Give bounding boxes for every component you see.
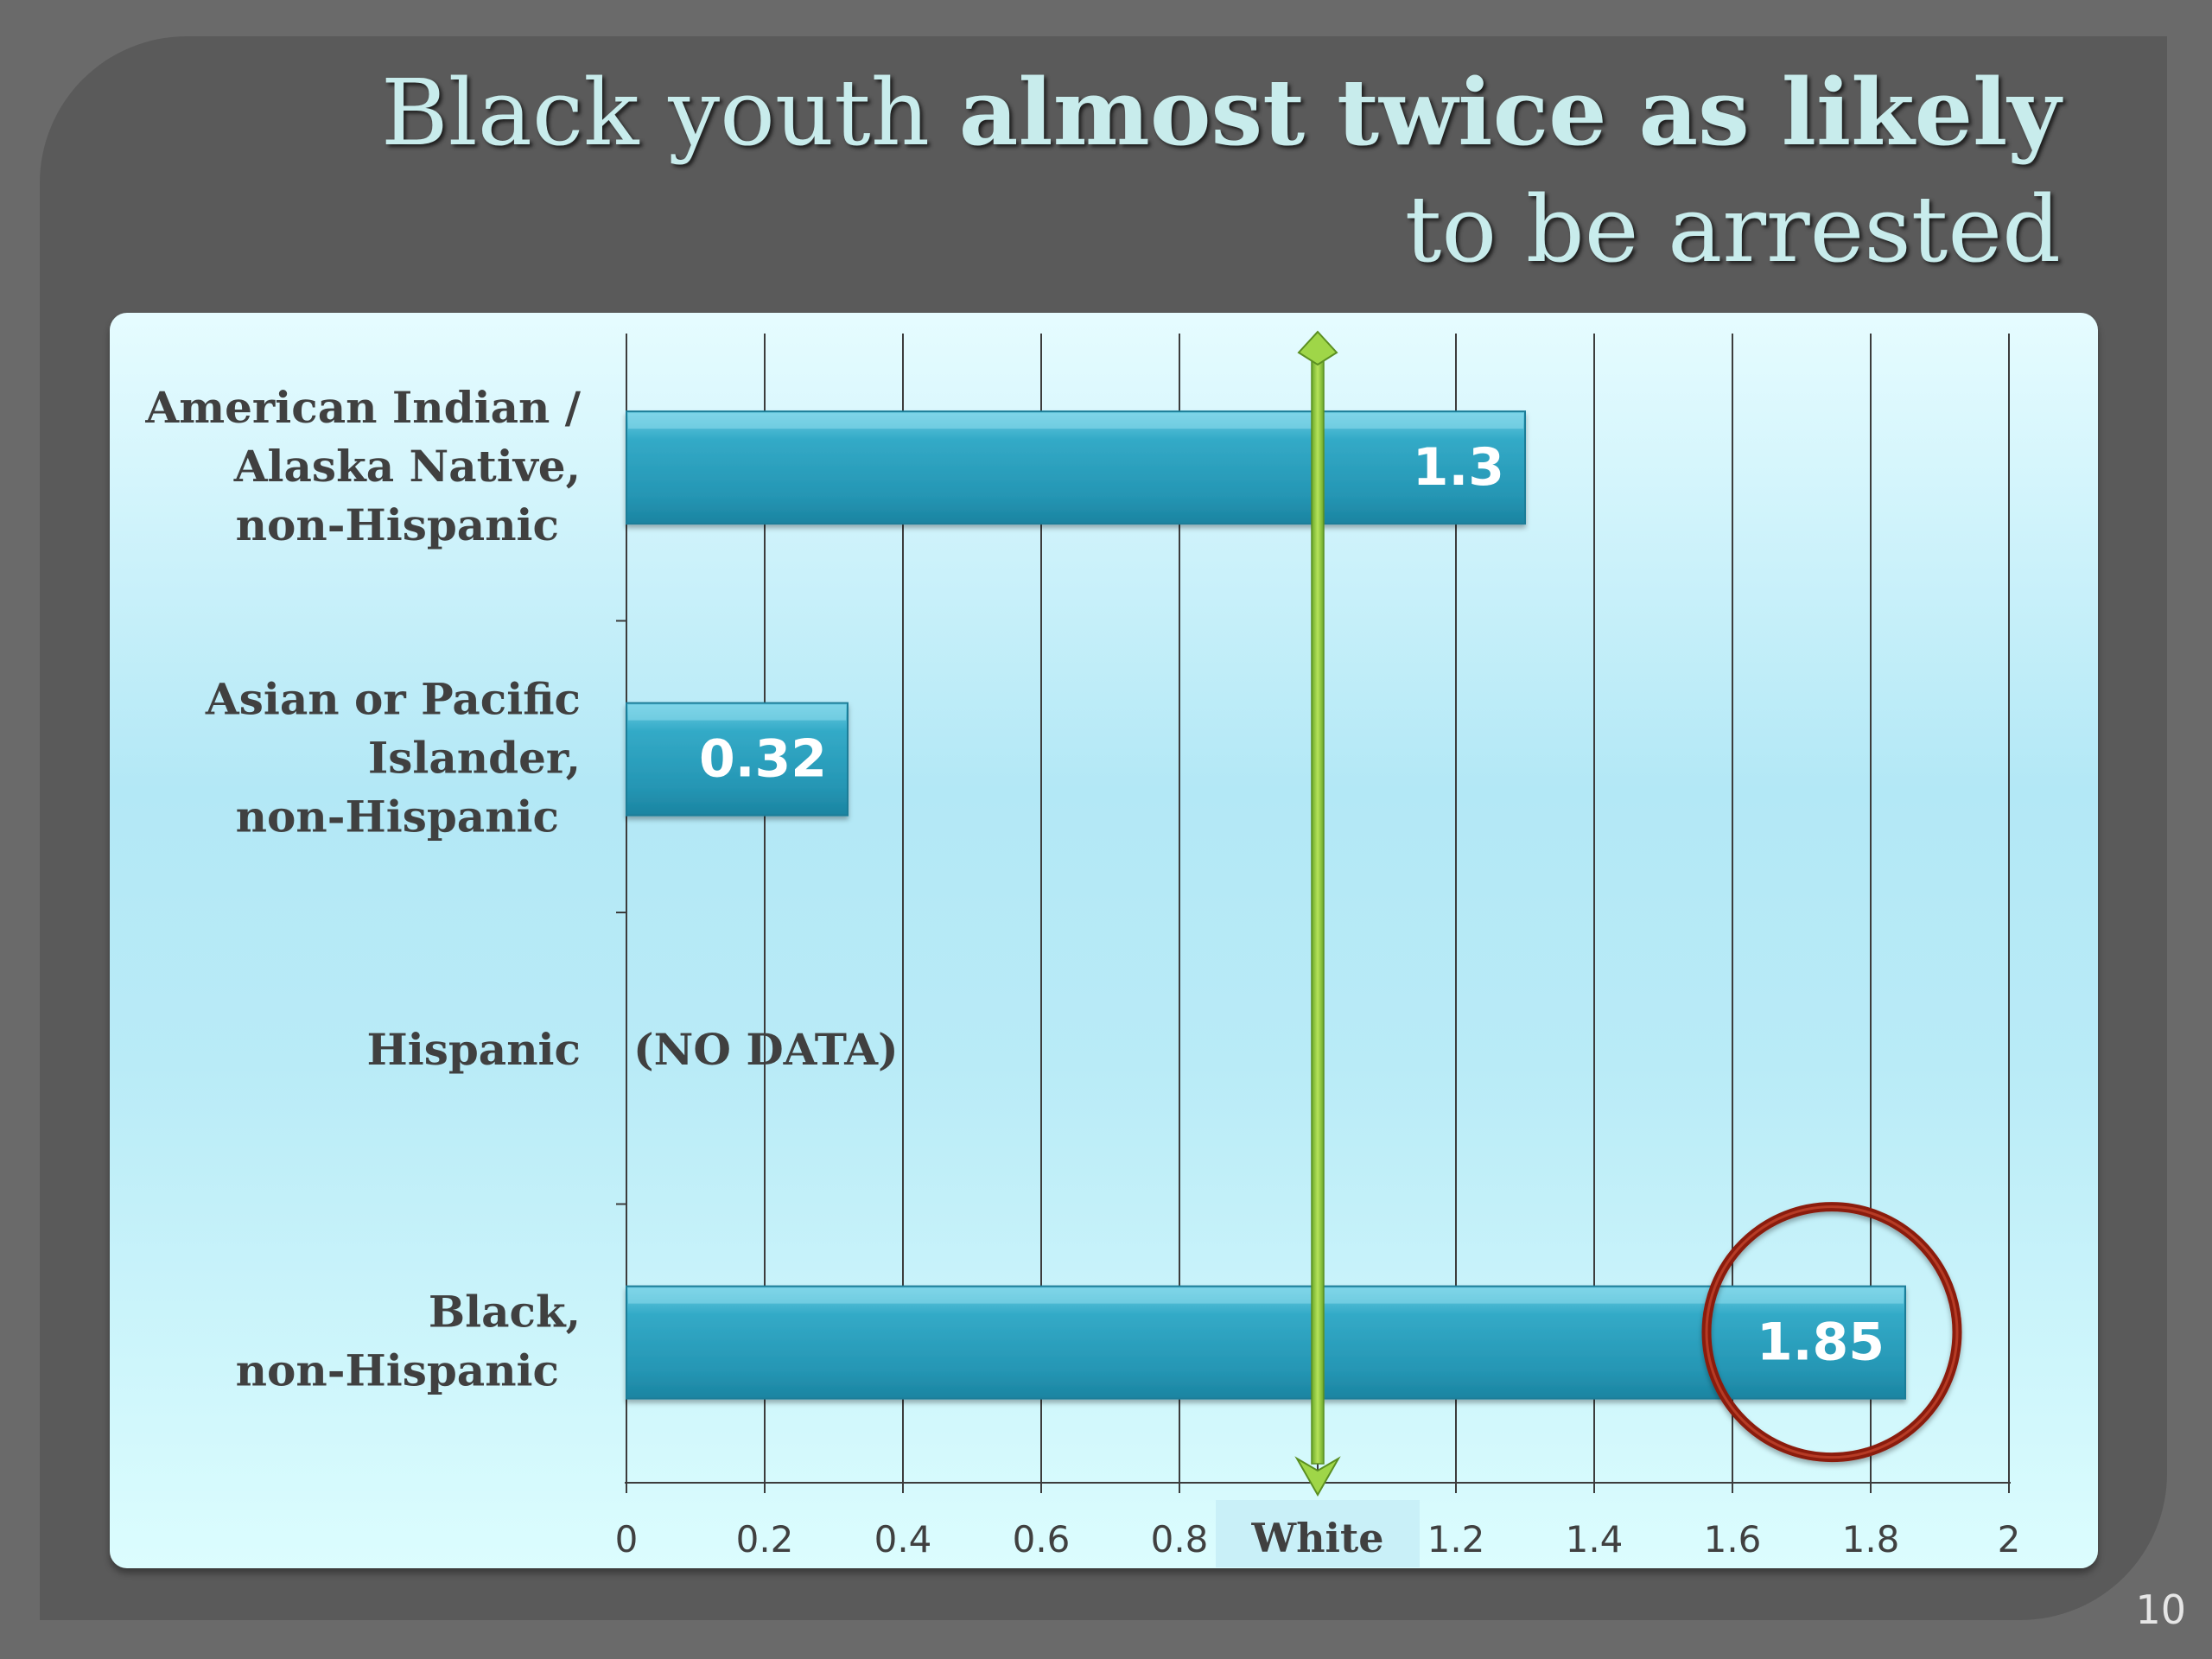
- slide-number: 10: [2135, 1586, 2186, 1633]
- title-regular: Black youth: [380, 60, 959, 166]
- bar-highlight: [628, 413, 1523, 429]
- x-tick-label: 0.8: [1151, 1518, 1209, 1560]
- x-tick-label: 2: [1998, 1518, 2021, 1560]
- category-label: non-Hispanic: [236, 499, 559, 550]
- chart-panel: 0 0.2 0.4 0.6 0.8 White 1.2 1.4 1.6 1.8 2 American …: [110, 313, 2098, 1568]
- reference-arrow-bottom: [1294, 1456, 1341, 1497]
- bar-value-label: 0.32: [699, 729, 827, 790]
- title-line-1: Black youth almost twice as likely: [381, 54, 2061, 171]
- x-tick-label: 1.2: [1427, 1518, 1485, 1560]
- category-label: Hispanic: [366, 1024, 581, 1075]
- x-tick-label: 1.4: [1566, 1518, 1624, 1560]
- title-line-2: to be arrested: [1404, 176, 2061, 283]
- x-tick-label: 1.6: [1704, 1518, 1762, 1560]
- bar-highlight: [628, 1287, 1904, 1304]
- bar-chart: 0 0.2 0.4 0.6 0.8 White 1.2 1.4 1.6 1.8 2 American …: [144, 330, 2021, 1567]
- category-label: non-Hispanic: [236, 1345, 559, 1396]
- x-tick-label: 0.4: [874, 1518, 932, 1560]
- reference-arrow-top: [1297, 330, 1338, 366]
- bar-value-label: 1.3: [1413, 437, 1504, 498]
- bar-highlight: [628, 704, 846, 721]
- category-label: Islander,: [368, 733, 581, 784]
- category-label: Alaska Native,: [233, 441, 581, 492]
- title-bold: almost twice as likely: [958, 58, 2061, 166]
- category-label: Black,: [429, 1287, 581, 1338]
- x-tick-label: 0.6: [1013, 1518, 1071, 1560]
- x-tick-label: 0.2: [736, 1518, 794, 1560]
- bar: [626, 1285, 1906, 1400]
- bar: [626, 410, 1526, 525]
- reference-tick-background: [1216, 1500, 1420, 1567]
- highlight-circle-sheen: [1705, 1205, 1959, 1459]
- no-data-label: (NO DATA): [633, 1024, 899, 1075]
- category-label: Asian or Pacific: [205, 674, 581, 725]
- bar: [626, 702, 849, 817]
- reference-tick-label: White: [1250, 1515, 1383, 1561]
- reference-line-shaft: [1311, 348, 1325, 1465]
- x-tick-label: 1.8: [1842, 1518, 1900, 1560]
- bar-value-label: 1.85: [1757, 1313, 1885, 1373]
- reference-line: [1294, 330, 1341, 1497]
- category-label: American Indian /: [144, 382, 581, 433]
- x-tick-label: 0: [615, 1518, 639, 1560]
- category-label: non-Hispanic: [236, 791, 559, 842]
- slide-title: Black youth almost twice as likely to be…: [381, 54, 2061, 288]
